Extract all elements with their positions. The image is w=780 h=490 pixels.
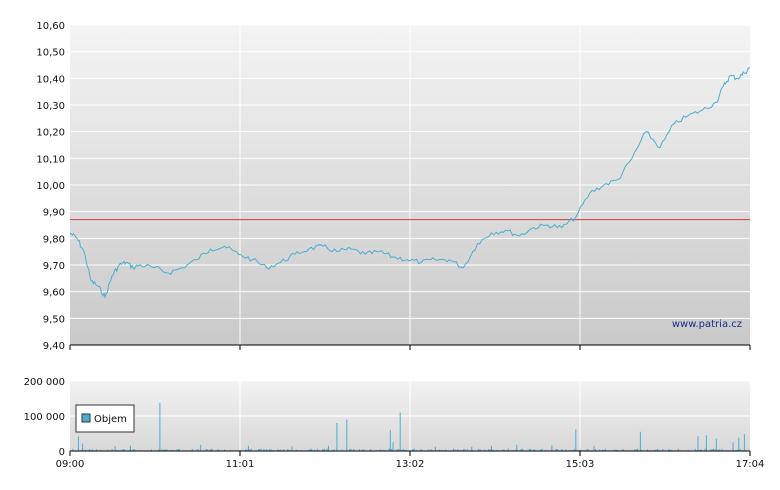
price-y-tick-label: 10,10	[36, 154, 65, 165]
volume-y-tick-label: 0	[59, 447, 65, 458]
price-y-tick-label: 10,20	[36, 128, 65, 139]
legend-label: Objem	[94, 414, 127, 425]
price-y-tick-label: 10,40	[36, 74, 65, 85]
price-y-tick-label: 10,50	[36, 48, 65, 59]
price-y-tick-label: 9,70	[43, 261, 65, 272]
volume-y-tick-label: 100 000	[24, 412, 65, 423]
x-tick-label: 17:04	[736, 459, 765, 470]
price-y-tick-label: 9,80	[43, 234, 65, 245]
price-y-axis: 10,60 10,50 10,40 10,30 10,20 10,10 10,00 9,90 9…	[36, 21, 65, 352]
price-y-tick-label: 10,60	[36, 21, 65, 32]
legend-swatch	[81, 413, 91, 423]
price-panel: 10,60 10,50 10,40 10,30 10,20 10,10 10,00 9,90 9…	[36, 21, 751, 352]
price-x-ticks	[69, 345, 751, 350]
price-grid	[70, 24, 750, 345]
x-tick-label: 09:00	[56, 459, 85, 470]
volume-y-tick-label: 200 000	[24, 377, 65, 388]
price-y-tick-label: 9,50	[43, 314, 65, 325]
price-y-tick-label: 9,40	[43, 341, 65, 352]
price-series-line	[69, 67, 750, 299]
x-tick-label: 15:03	[566, 459, 595, 470]
volume-y-axis: 200 000 100 000 0	[24, 377, 65, 458]
volume-x-axis: 09:00 11:01 13:02 15:03 17:04	[56, 451, 765, 470]
price-y-tick-label: 10,00	[36, 181, 65, 192]
volume-panel: 200 000 100 000 0 09:00 11:01 13:02 15:03 17:0…	[24, 377, 765, 470]
price-y-tick-label: 10,30	[36, 101, 65, 112]
volume-grid	[70, 380, 750, 451]
legend: Objem	[75, 404, 135, 433]
price-y-tick-label: 9,90	[43, 208, 65, 219]
x-tick-label: 11:01	[226, 459, 255, 470]
price-y-tick-label: 9,60	[43, 288, 65, 299]
x-tick-label: 13:02	[396, 459, 425, 470]
watermark: www.patria.cz	[672, 319, 742, 330]
